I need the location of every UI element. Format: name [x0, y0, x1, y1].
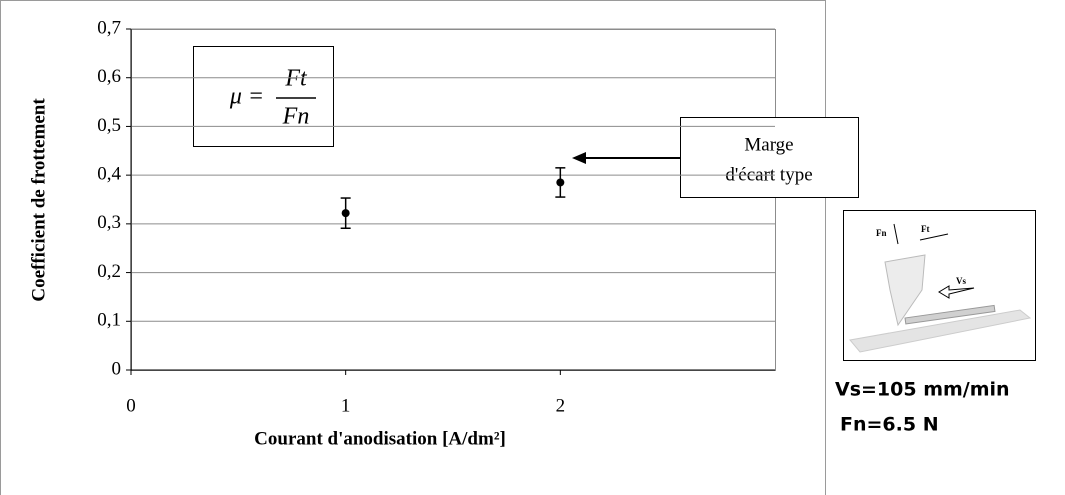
- x-tick-label: 1: [341, 395, 351, 416]
- inset-note: Vs=105 mm/min: [835, 379, 1010, 401]
- y-tick-label: 0,3: [97, 212, 121, 233]
- inset-note: Fn=6.5 N: [840, 414, 939, 436]
- formula-box: [193, 46, 334, 147]
- inset-arrow: [893, 223, 899, 245]
- inset-arrow: [919, 233, 949, 241]
- inset-track: [904, 304, 996, 325]
- y-axis-title: Coefficient de frottement: [28, 98, 49, 302]
- x-tick-label: 0: [126, 395, 136, 416]
- y-tick-label: 0,5: [97, 115, 121, 136]
- y-tick-label: 0,6: [97, 66, 121, 87]
- x-axis-title: Courant d'anodisation [A/dm²]: [254, 428, 506, 449]
- inset-label: Ft: [921, 224, 930, 234]
- inset-sample: [849, 309, 1032, 353]
- y-tick-label: 0,1: [97, 310, 121, 331]
- formula-numerator: Ft: [284, 66, 308, 92]
- inset-label: Vs: [956, 276, 966, 286]
- inset-label: Fn: [876, 228, 887, 238]
- data-point: [341, 209, 350, 218]
- annotation-line: Marge: [744, 134, 793, 155]
- chart-frame: [0, 0, 826, 495]
- arrow-head: [572, 152, 586, 164]
- inset-tip: [884, 254, 926, 327]
- y-tick-label: 0,4: [97, 164, 121, 185]
- data-point: [556, 178, 565, 187]
- formula-left: μ =: [229, 84, 264, 110]
- inset-arrow: [938, 285, 975, 299]
- y-tick-label: 0: [112, 358, 122, 379]
- annotation-box: [680, 117, 859, 198]
- formula-denominator: Fn: [282, 104, 310, 130]
- y-tick-label: 0,2: [97, 261, 121, 282]
- y-tick-label: 0,7: [97, 17, 121, 38]
- x-tick-label: 2: [556, 395, 566, 416]
